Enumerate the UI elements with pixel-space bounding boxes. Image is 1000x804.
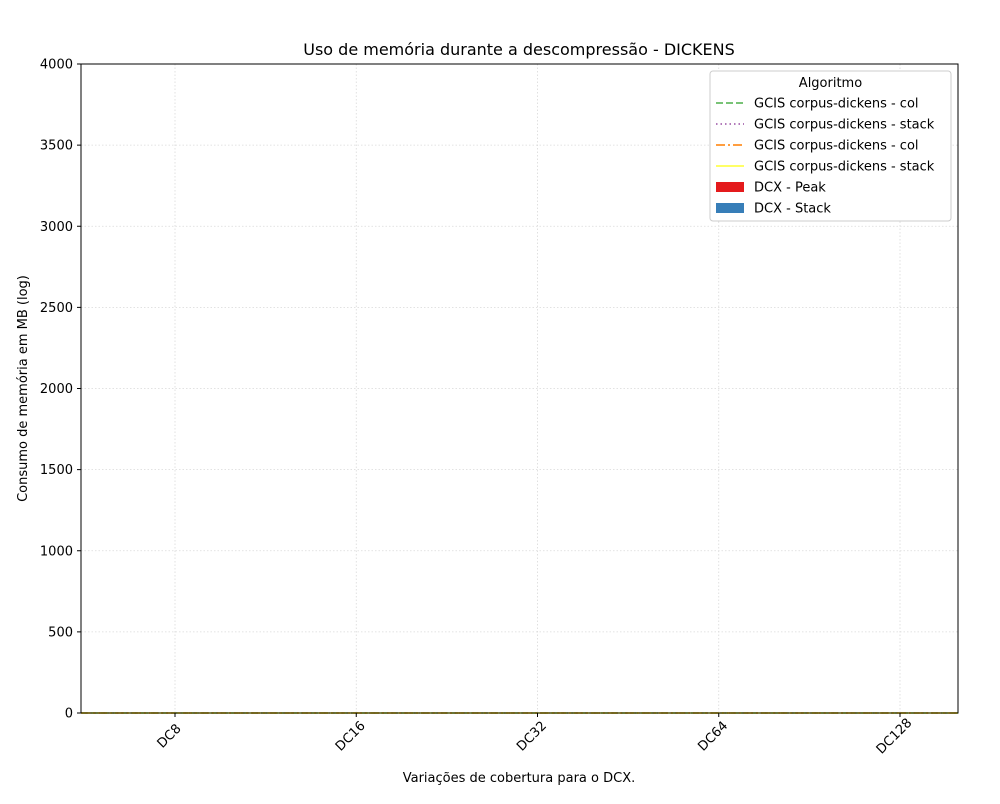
y-tick-label: 2500 — [40, 301, 73, 316]
y-tick-label: 500 — [48, 625, 73, 640]
y-tick-label: 3000 — [40, 220, 73, 235]
x-tick-label: DC64 — [695, 719, 731, 755]
y-tick-label: 1500 — [40, 463, 73, 478]
x-tick-label: DC16 — [333, 719, 369, 755]
legend-entry-label: GCIS corpus-dickens - col — [754, 139, 919, 154]
x-tick-label: DC8 — [155, 722, 185, 752]
legend-entry-label: GCIS corpus-dickens - stack — [754, 160, 935, 175]
y-axis-label: Consumo de memória em MB (log) — [16, 275, 31, 502]
y-tick-label: 2000 — [40, 382, 73, 397]
legend-entry-label: DCX - Peak — [754, 181, 826, 196]
y-axis: 0 500 1000 1500 2000 2500 3000 3500 4000 — [40, 58, 81, 722]
chart-title: Uso de memória durante a descompressão -… — [303, 40, 735, 59]
y-tick-label: 4000 — [40, 58, 73, 73]
legend-title: Algoritmo — [799, 76, 862, 91]
legend-entry-label: DCX - Stack — [754, 202, 831, 217]
x-tick-label: DC32 — [514, 719, 550, 755]
legend-box — [709, 70, 952, 222]
x-tick-label: DC128 — [874, 716, 916, 758]
legend-entry-label: GCIS corpus-dickens - col — [754, 97, 919, 112]
legend: Algoritmo GCIS corpus-dickens - col GCIS c… — [709, 70, 952, 222]
legend-entry-label: GCIS corpus-dickens - stack — [754, 118, 935, 133]
y-tick-label: 1000 — [40, 544, 73, 559]
x-axis: DC8 DC16 DC32 DC64 DC128 — [155, 713, 916, 758]
x-axis-label: Variações de cobertura para o DCX. — [403, 771, 636, 786]
legend-bar-swatch — [716, 203, 744, 213]
legend-bar-swatch — [716, 182, 744, 192]
y-tick-label: 0 — [65, 707, 73, 722]
y-tick-label: 3500 — [40, 139, 73, 154]
